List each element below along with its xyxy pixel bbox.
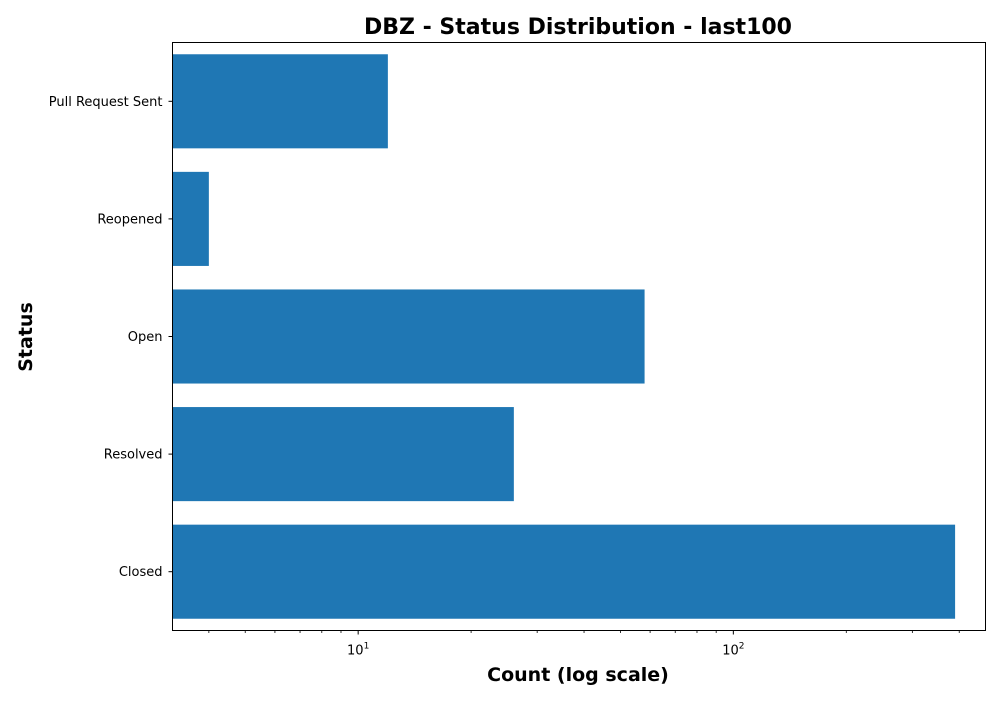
y-axis-label: Status: [15, 302, 37, 372]
x-tick-label: 101: [347, 642, 369, 659]
y-tick-label: Resolved: [104, 448, 163, 463]
bar-resolved: [172, 407, 514, 502]
plot-frame: [172, 42, 986, 631]
y-tick-label: Open: [128, 330, 163, 345]
bar-closed: [172, 524, 956, 619]
bar-reopened: [172, 171, 209, 266]
y-tick-label: Pull Request Sent: [49, 95, 163, 110]
x-axis-label: Count (log scale): [487, 664, 669, 686]
y-tick-label: Closed: [119, 565, 163, 580]
x-tick-label: 102: [722, 642, 744, 659]
y-tick-label: Reopened: [97, 212, 162, 227]
bar-pull-request-sent: [172, 54, 388, 149]
chart-title: DBZ - Status Distribution - last100: [364, 15, 792, 40]
axes-layer: Closed Resolved Open Reopened Pull Request S…: [49, 95, 960, 659]
bars-layer: [172, 54, 956, 619]
bar-open: [172, 289, 645, 384]
